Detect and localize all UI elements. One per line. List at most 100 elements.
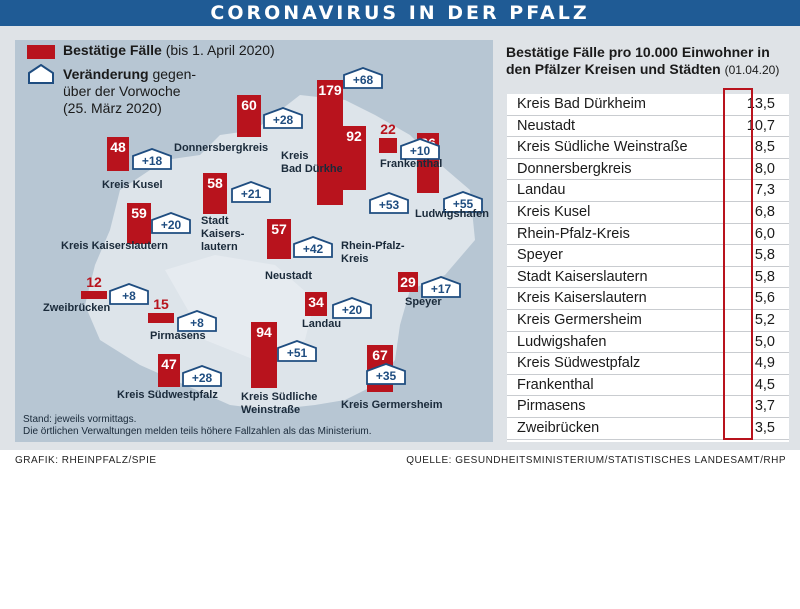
change-badge-kreis-südwestpfalz: +28 [182,365,222,387]
change-value-kreis-germersheim: +35 [375,369,397,383]
case-bar-kreis-bad-dürkheim [317,79,343,205]
table-region-name: Landau [517,182,566,199]
case-value-donnersbergkreis: 60 [241,97,257,113]
case-bar-kreis-kaiserslautern [127,202,151,244]
change-value-zweibrücken: +8 [122,289,136,303]
footer-credit: GRAFIK: RHEINPFALZ/SPIE [15,455,157,466]
table-region-name: Kreis Bad Dürkheim [517,96,646,112]
house-icon [132,148,172,170]
table-row: Rhein-Pfalz-Kreis 6,0 [507,224,789,246]
house-icon [369,192,409,214]
case-bar-rheinpfalzkreis [342,125,366,190]
table-region-name: Kreis Südliche Weinstraße [517,139,688,156]
change-badge-kreis-germersheim: +35 [366,363,406,385]
case-value-kreis-bad-dürkheim: 179 [318,81,342,98]
case-value-kreis-kaiserslautern: 59 [131,204,147,221]
table-region-name: Neustadt [517,117,576,134]
house-icon [109,283,149,305]
change-badge-landau: +20 [332,297,372,319]
house-icon [177,310,217,332]
case-value-neustadt: 57 [271,221,287,238]
case-value-zweibrücken: 12 [86,273,102,290]
change-value-donnersbergkreis: +28 [272,113,294,127]
table-title: Bestätige Fälle pro 10.000 Einwohner in … [506,44,796,79]
table-region-name: Frankenthal [517,376,594,393]
change-value-rheinpfalzkreis: +53 [378,198,400,212]
table-region-name: Kreis Germersheim [517,312,642,328]
table-rate-value: 5,2 [754,312,775,328]
change-badge-kreis-bad-dürkheim: +68 [343,67,383,89]
house-icon [277,340,317,362]
region-label-donnersbergkreis: Donnersbergkreis [174,142,269,154]
change-value-pirmasens: +8 [190,316,204,330]
change-value-kreis-südwestpfalz: +28 [191,371,213,385]
house-icon [263,107,303,129]
case-value-speyer: 29 [400,273,416,290]
change-badge-neustadt: +42 [293,236,333,258]
case-bar-landau [305,292,327,316]
house-icon [28,64,54,84]
table-row: Speyer 5,8 [507,245,789,267]
house-icon [443,191,483,213]
table-region-name: Ludwigshafen [517,333,607,350]
case-bar-neustadt [267,219,291,259]
change-value-neustadt: +42 [302,242,324,256]
table-rate-value: 5,0 [754,333,775,350]
table-rate-value: 3,5 [754,420,775,436]
page-title: CORONAVIRUS IN DER PFALZ [0,0,800,26]
table-row: Landau 7,3 [507,180,789,202]
change-badge-zweibrücken: +8 [109,283,149,305]
table-row: Pirmasens 3,7 [507,396,789,418]
table-region-name: Rhein-Pfalz-Kreis [517,225,630,242]
region-label-frankenthal: Frankenthal [380,158,443,170]
table-rate-value: 4,5 [754,376,775,393]
change-badge-kreis-kusel: +18 [132,148,172,170]
case-bar-kreis-kusel [107,137,129,171]
table-rate-value: 4,9 [754,355,775,372]
house-icon [293,236,333,258]
legend-cases-label: Bestätige Fälle [63,42,162,58]
region-label-kreis-kaiserslautern: Kreis Kaiserslautern [61,240,168,252]
table-rate-value: 5,8 [754,268,775,285]
change-value-landau: +20 [341,303,363,317]
region-label-kreis-südwestpfalz: Kreis Südwestpfalz [117,389,218,401]
region-label-rheinpfalzkreis: Rhein-Pfalz- Kreis [341,240,405,265]
map-note: Stand: jeweils vormittags. Die örtlichen… [23,414,372,438]
house-icon [332,297,372,319]
table-row: Stadt Kaiserslautern 5,8 [507,267,789,289]
change-badge-ludwigshafen: +55 [443,191,483,213]
case-value-kreis-kusel: 48 [110,139,126,156]
table-rate-value: 8,5 [754,139,775,156]
house-icon [343,67,383,89]
table-region-name: Zweibrücken [517,420,600,436]
region-label-zweibrücken: Zweibrücken [43,302,111,314]
legend-cases-note: (bis 1. April 2020) [165,42,275,58]
case-value-frankenthal: 22 [380,120,396,137]
table-rate-value: 3,7 [754,398,775,415]
table-title-text: Bestätige Fälle pro 10.000 Einwohner in … [506,44,770,77]
change-value-stadt-kaiserslautern: +21 [240,187,262,201]
value-column-frame [723,88,753,440]
case-value-pirmasens: 15 [153,295,169,312]
case-bar-frankenthal [379,137,397,153]
case-bar-pirmasens [148,312,174,323]
region-label-kreis-südliche-weinstraße: Kreis Südliche Weinstraße [241,391,318,416]
table-row: Kreis Südliche Weinstraße 8,5 [507,137,789,159]
region-label-kreis-germersheim: Kreis Germersheim [341,399,443,411]
table-region-name: Donnersbergkreis [517,160,632,177]
change-badge-kreis-kaiserslautern: +20 [151,212,191,234]
footer-source: QUELLE: GESUNDHEITSMINISTERIUM/STATISTIS… [406,455,786,466]
table-rate-value: 5,6 [754,290,775,307]
map-area: Bestätige Fälle (bis 1. April 2020) Verä… [15,40,493,442]
rate-table: Kreis Bad Dürkheim 13,5 Neustadt 10,7 Kreis … [507,94,789,442]
table-rate-value: 6,0 [754,225,775,242]
table-row: Kreis Kaiserslautern 5,6 [507,288,789,310]
region-label-ludwigshafen: Ludwigshafen [415,208,489,220]
change-badge-speyer: +17 [421,276,461,298]
change-badge-stadt-kaiserslautern: +21 [231,181,271,203]
legend-change-note: gegen- über der Vorwoche (25. März 2020) [63,66,197,116]
case-bar-speyer [398,271,418,292]
region-label-kreis-kusel: Kreis Kusel [102,179,163,191]
change-badge-pirmasens: +8 [177,310,217,332]
region-label-landau: Landau [302,318,342,330]
